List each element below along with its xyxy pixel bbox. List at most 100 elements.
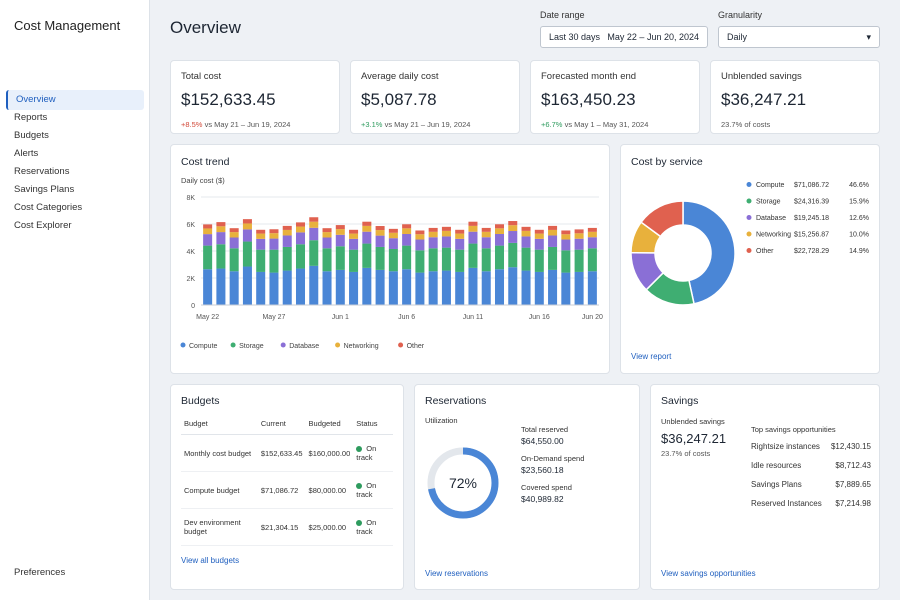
bar-segment [216,244,226,269]
bar-segment [295,244,306,269]
bar-segment [269,229,279,234]
date-range: May 22 – Jun 20, 2024 [607,32,699,42]
stat: Covered spend $40,989.82 [521,483,631,504]
view-report-link[interactable]: View report [631,352,672,361]
bar-segment [362,231,372,244]
bar-segment [548,229,558,236]
nav-item[interactable]: Cost Categories [14,202,83,213]
bar-segment [441,247,451,271]
bar-segment [216,222,226,227]
legend-swatch [280,342,286,348]
view-budgets-link[interactable]: View all budgets [181,556,240,565]
view-reservations-link[interactable]: View reservations [425,569,488,578]
nav-item[interactable]: Budgets [14,130,49,141]
kpi-value: $152,633.45 [181,90,276,109]
kpi-card: Total cost $152,633.45 +8.5% vs May 21 – J… [170,60,340,134]
bar-segment [322,248,332,272]
legend-label: Compute [756,182,785,189]
nav-item[interactable]: Reports [14,112,48,123]
bar-segment [375,226,385,231]
donut-slice [640,200,684,238]
bar-segment [548,246,558,270]
column-header: Budget [181,413,258,435]
caret: ▾ [866,32,871,42]
bar-segment [402,245,412,270]
y-tick-label: 8K [186,195,195,202]
bar-segment [375,235,385,247]
nav-item[interactable]: Reservations [14,166,70,177]
nav-item[interactable]: Overview [6,90,144,110]
stat: Total reserved $64,550.00 [521,425,631,446]
stat-value: $64,550.00 [521,436,564,446]
card-title: Savings [661,395,699,407]
bar-segment [574,271,584,305]
bar-segment [242,241,252,267]
bar-segment [282,235,292,247]
bar-segment [521,230,531,237]
bar-segment [375,246,385,270]
nav-item[interactable]: Alerts [14,148,39,159]
y-tick-label: 4K [186,249,195,256]
reservation-stats: Total reserved $64,550.00 On-Demand spend $… [521,425,631,512]
bar-segment [229,248,239,272]
granularity-select[interactable]: Daily ▾ [718,26,880,48]
bar-segment [322,271,332,305]
bar-segment [508,231,518,243]
kpi-value: $36,247.21 [721,90,807,109]
bar-segment [481,248,491,272]
legend-swatch [746,248,752,253]
stat-value: $40,989.82 [521,494,564,504]
bar-segment [203,224,213,229]
kpi-value: $5,087.78 [361,90,437,109]
bar-segment [388,228,398,233]
bar-segment [534,271,544,305]
nav-item[interactable]: Cost Explorer [14,220,72,231]
cost-trend-card: Cost trend Daily cost ($) 0 2K 4K 6K 8K May 22 M… [170,144,610,374]
bar-segment [587,237,597,249]
kpi-delta: +6.7% [541,120,563,129]
kpi-comparison-text: vs May 21 – Jun 19, 2024 [204,120,291,129]
x-tick-label: Jun 11 [463,314,484,321]
kpi-comparison-text: vs May 21 – Jun 19, 2024 [384,120,471,129]
budget-cell: $71,086.72 [257,471,306,509]
sidebar-title: Cost Management [14,18,121,33]
kpi-value: $163,450.23 [541,90,636,109]
preferences-link[interactable]: Preferences [14,567,66,578]
bar-segment [415,272,425,305]
view-savings-link[interactable]: View savings opportunities [661,569,756,578]
bar-segment [216,268,226,305]
legend-label: Other [407,343,425,350]
kpi-comparison: +6.7% vs May 1 – May 31, 2024 [541,120,689,129]
bar-segment [229,228,239,233]
bar-segment [494,224,505,229]
bar-segment [587,248,597,272]
bar-segment [362,225,372,232]
bar-segment [388,232,398,239]
budget-cell: $80,000.00 [305,471,354,509]
stat-label: On-Demand spend [521,454,585,463]
bar-segment [349,249,359,272]
bar-segment [295,268,306,305]
bar-segment [309,221,319,228]
gauge-label: 72% [449,475,477,491]
opportunity-value: $7,889.65 [835,480,871,489]
granularity: Daily [727,32,748,42]
opportunity-value: $12,430.15 [830,442,871,451]
bar-segment [428,231,438,238]
savings-opportunities: Top savings opportunities Rightsize insta… [751,425,871,518]
budget-cell: Dev environment budget [181,508,258,546]
date-range-select[interactable]: Last 30 days May 22 – Jun 20, 2024 [540,26,708,48]
nav-item[interactable]: Savings Plans [14,184,75,195]
legend-label: Other [756,248,774,255]
bar-segment [561,239,571,251]
bar-segment [269,249,279,273]
legend-share: 12.6% [849,215,869,222]
cost-trend-chart: Cost trend Daily cost ($) 0 2K 4K 6K 8K May 22 M… [180,156,603,350]
bar-segment [203,234,213,246]
kpi-card: Average daily cost $5,087.78 +3.1% vs May … [350,60,520,134]
kpi-label: Unblended savings [721,71,802,82]
bar-segment [494,228,505,234]
bar-segment [322,232,332,238]
opportunity-value: $7,214.98 [835,499,871,508]
bar-segment [362,267,372,305]
